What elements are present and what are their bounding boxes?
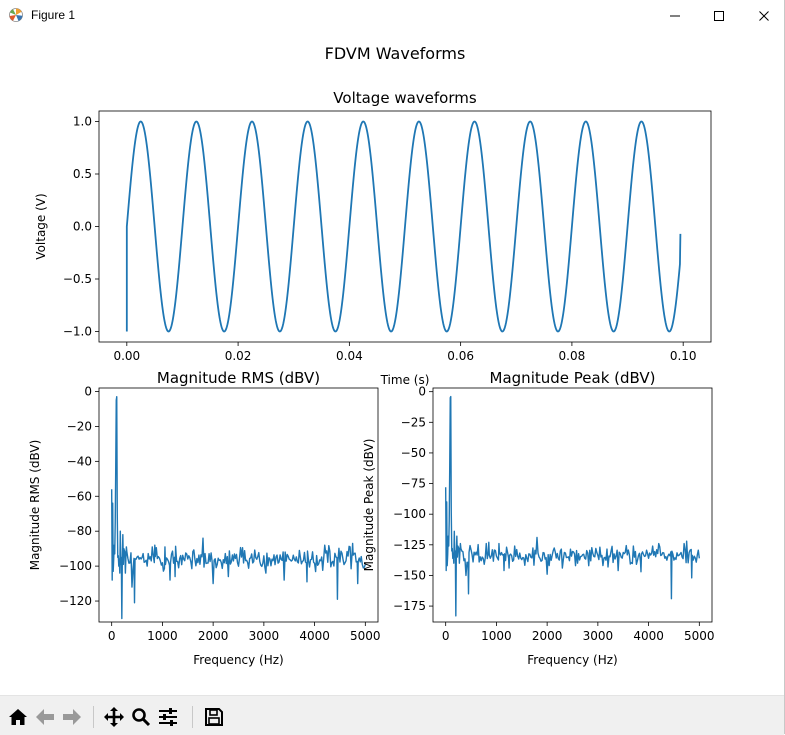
x-tick-label: 0.10 [670,349,697,363]
y-tick-label: −40 [67,454,92,468]
back-arrow-icon [36,709,54,725]
y-tick-label: −80 [67,524,92,538]
toolbar-separator [192,706,193,728]
x-tick-label: 3000 [583,629,614,643]
y-tick-label: −100 [393,507,426,521]
home-button[interactable] [7,706,29,728]
x-tick-label: 5000 [350,629,381,643]
x-axis-label: Frequency (Hz) [193,653,284,667]
x-tick-label: 0 [442,629,450,643]
close-icon [759,11,769,21]
zoom-icon [132,708,151,727]
axes-frame [98,387,379,623]
y-axis-label: Magnitude RMS (dBV) [28,440,42,571]
rms-axes[interactable]: Magnitude RMS (dBV) Frequency (Hz) Magnitu… [28,369,381,667]
home-icon [9,709,27,725]
y-tick-label: −60 [67,489,92,503]
y-tick-label: −120 [59,594,92,608]
series-line [110,396,366,620]
close-button[interactable] [741,0,785,32]
series-line [444,395,701,617]
y-axis-label: Magnitude Peak (dBV) [362,439,376,572]
configure-subplots-icon [159,708,177,726]
pan-icon [104,707,124,727]
navigation-toolbar [0,695,784,735]
y-tick-label: −125 [393,538,426,552]
y-tick-label: −20 [67,419,92,433]
y-axis-label: Voltage (V) [34,193,48,259]
y-tick-label: 1.0 [73,115,92,129]
x-tick-label: 3000 [249,629,280,643]
x-tick-label: 0.04 [336,349,363,363]
x-tick-label: 1000 [481,629,512,643]
axes-title: Magnitude Peak (dBV) [490,369,656,387]
figure-canvas[interactable]: FDVM Waveforms Voltage waveforms Time (s)… [0,32,784,695]
x-tick-label: 2000 [532,629,563,643]
toolbar-separator [93,706,94,728]
y-tick-label: 0.5 [73,167,92,181]
back-button[interactable] [34,706,56,728]
x-tick-label: 0.06 [447,349,474,363]
axes-frame [432,387,713,623]
x-axis-label: Frequency (Hz) [527,653,618,667]
y-tick-label: −25 [401,415,426,429]
axes-title: Voltage waveforms [333,89,477,107]
maximize-icon [714,11,724,21]
y-tick-label: 0.0 [73,220,92,234]
y-tick-label: −50 [401,446,426,460]
save-icon [205,708,223,726]
y-tick-label: −0.5 [63,272,92,286]
x-tick-label: 4000 [299,629,330,643]
title-bar[interactable]: Figure 1 [0,0,784,32]
figure-suptitle: FDVM Waveforms [325,44,466,63]
x-tick-label: 0.00 [113,349,140,363]
y-tick-label: −150 [393,568,426,582]
axes-title: Magnitude RMS (dBV) [157,369,320,387]
x-tick-label: 0 [108,629,116,643]
y-tick-label: −175 [393,599,426,613]
forward-arrow-icon [63,709,81,725]
pan-button[interactable] [103,706,125,728]
series-line [125,120,682,333]
window-title: Figure 1 [31,8,76,22]
x-tick-label: 1000 [147,629,178,643]
y-tick-label: −75 [401,477,426,491]
peak-axes[interactable]: Magnitude Peak (dBV) Frequency (Hz) Magnit… [362,369,715,667]
x-tick-label: 5000 [684,629,715,643]
x-tick-label: 0.08 [559,349,586,363]
y-tick-label: −100 [59,559,92,573]
maximize-button[interactable] [696,0,742,32]
matplotlib-logo-icon [9,8,23,22]
save-button[interactable] [203,706,225,728]
y-tick-label: −1.0 [63,325,92,339]
x-tick-label: 2000 [198,629,229,643]
minimize-icon [670,15,680,17]
x-tick-label: 4000 [633,629,664,643]
forward-button[interactable] [61,706,83,728]
y-tick-label: 0 [418,385,426,399]
x-axis-label: Time (s) [380,373,430,387]
configure-subplots-button[interactable] [157,706,179,728]
zoom-button[interactable] [130,706,152,728]
minimize-button[interactable] [652,0,698,32]
x-tick-label: 0.02 [225,349,252,363]
y-tick-label: 0 [84,384,92,398]
